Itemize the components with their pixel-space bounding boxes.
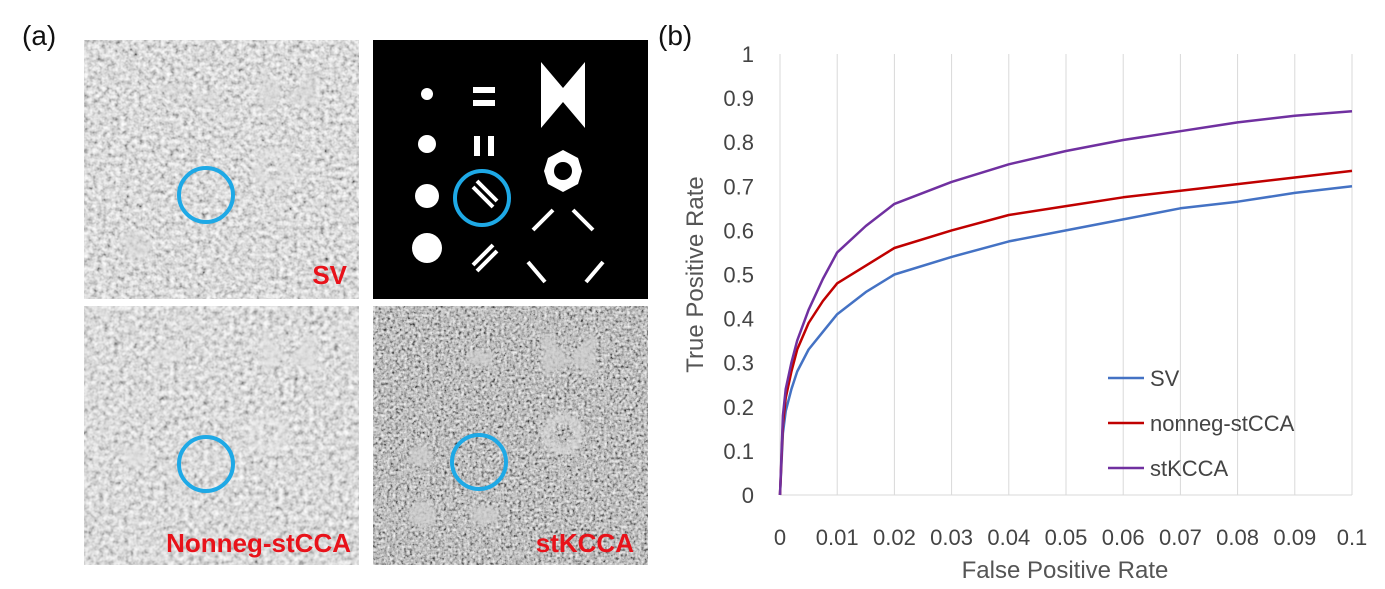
- legend-label: stKCCA: [1150, 456, 1229, 481]
- chart-axes: [779, 54, 1352, 496]
- tile-nonneg-stcca-image: Nonneg-stCCA: [84, 306, 359, 565]
- y-axis-title: True Positive Rate: [682, 176, 709, 373]
- x-axis-title: False Positive Rate: [962, 557, 1169, 584]
- y-tick-label: 1: [742, 42, 754, 67]
- y-tick-label: 0.7: [723, 174, 754, 199]
- x-tick-label: 0.1: [1337, 525, 1368, 550]
- y-tick-labels: 0 0.1 0.2 0.3 0.4 0.5 0.6 0.7 0.8 0.9 1: [723, 42, 754, 508]
- series-line-stkcca: [778, 110, 1353, 496]
- y-tick-label: 0.8: [723, 130, 754, 155]
- series-line-nonneg-stcca: [778, 169, 1353, 496]
- highlight-circle: [177, 166, 235, 224]
- tile-caption-stkcca: stKCCA: [535, 528, 634, 558]
- roc-chart: 00.10.20.30.40.50.60.70.80.91 0 0.01 0.02 0…: [682, 42, 1367, 584]
- y-tick-label: 0: [742, 483, 754, 508]
- x-tick-label: 0: [774, 525, 786, 550]
- y-tick-label: 0.9: [723, 86, 754, 111]
- x-tick-label: 0.08: [1216, 525, 1259, 550]
- y-tick-label: 0.3: [723, 351, 754, 376]
- ground-truth-pattern: [373, 40, 648, 299]
- noise-image-sv: [84, 40, 359, 299]
- highlight-circle: [453, 169, 511, 227]
- highlight-circle: [450, 433, 508, 491]
- legend-label: SV: [1150, 366, 1180, 391]
- x-tick-label: 0.02: [873, 525, 916, 550]
- x-tick-label: 0.01: [816, 525, 859, 550]
- y-tick-label: 0.5: [723, 263, 754, 288]
- noise-image-nonneg-stcca: [84, 306, 359, 565]
- highlight-circle: [177, 435, 235, 493]
- series-line-sv: [778, 185, 1353, 496]
- panel-a-label: (a): [22, 20, 57, 51]
- x-tick-label: 0.03: [930, 525, 973, 550]
- y-tick-label: 0.4: [723, 307, 754, 332]
- noise-image-stkcca: [373, 306, 648, 565]
- series-lines: [778, 110, 1353, 496]
- tile-caption-nonneg-stcca: Nonneg-stCCA: [166, 528, 351, 558]
- tile-caption-sv: SV: [312, 260, 347, 290]
- tile-sv-image: SV: [84, 40, 359, 299]
- legend-label: nonneg-stCCA: [1150, 411, 1295, 436]
- tile-ground-truth-image: [373, 40, 648, 299]
- y-tick-label: 0.1: [723, 439, 754, 464]
- chart-gridlines: [836, 54, 1353, 495]
- x-tick-label: 0.04: [987, 525, 1030, 550]
- x-tick-label: 0.06: [1102, 525, 1145, 550]
- panel-b-label: (b): [658, 20, 693, 51]
- x-tick-label: 0.09: [1273, 525, 1316, 550]
- y-tick-label: 0.6: [723, 218, 754, 243]
- chart-legend: SV nonneg-stCCA stKCCA: [1108, 366, 1295, 481]
- x-tick-labels: 0 0.01 0.02 0.03 0.04 0.05 0.06 0.07 0.08 0.09 0.1: [774, 525, 1367, 550]
- x-tick-label: 0.05: [1045, 525, 1088, 550]
- y-tick-label: 0.2: [723, 395, 754, 420]
- x-tick-label: 0.07: [1159, 525, 1202, 550]
- tile-stkcca-image: stKCCA: [373, 306, 648, 565]
